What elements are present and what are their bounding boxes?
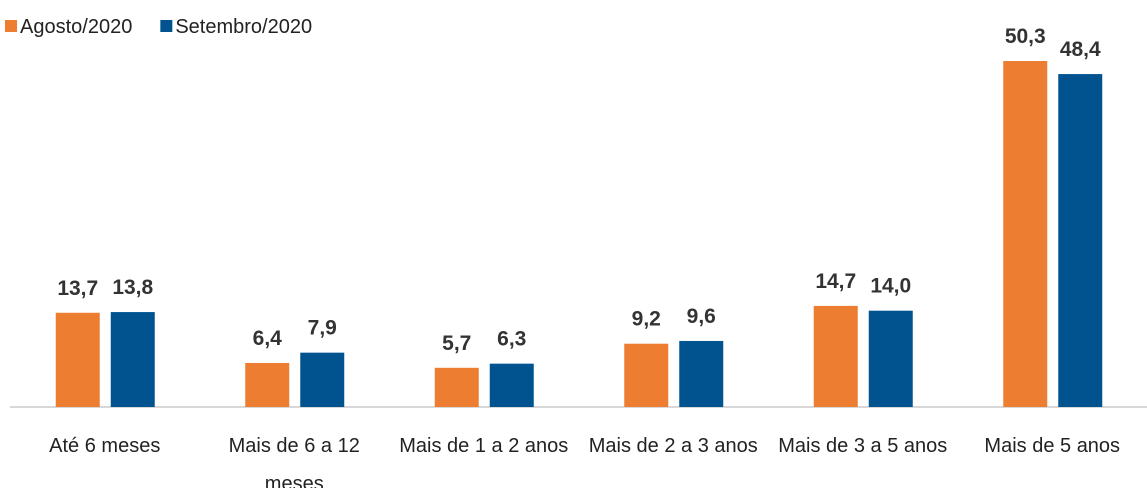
data-label: 5,7 xyxy=(442,332,471,355)
x-tick-label: Mais de 2 a 3 anos xyxy=(588,435,758,457)
bar xyxy=(434,367,479,407)
data-label: 13,7 xyxy=(57,277,98,300)
bar xyxy=(1058,74,1103,407)
data-label: 14,0 xyxy=(870,275,911,298)
legend-label: Agosto/2020 xyxy=(20,16,132,38)
data-label: 50,3 xyxy=(1005,25,1046,48)
bar xyxy=(110,312,155,407)
bar xyxy=(489,363,534,407)
data-label: 9,2 xyxy=(632,308,661,331)
x-tick-label: Mais de 5 anos xyxy=(984,435,1121,457)
legend-swatch xyxy=(160,20,173,32)
x-tick-label: Mais de 1 a 2 anos xyxy=(399,435,569,457)
data-label: 13,8 xyxy=(112,276,153,299)
bar xyxy=(679,340,724,407)
bar xyxy=(624,343,669,407)
data-label: 7,9 xyxy=(308,317,337,340)
legend-label: Setembro/2020 xyxy=(175,16,312,38)
bar xyxy=(1003,61,1048,407)
data-label: 48,4 xyxy=(1060,38,1101,61)
data-label: 6,4 xyxy=(253,327,283,350)
legend-swatch xyxy=(5,20,17,32)
data-label: 6,3 xyxy=(497,328,526,351)
bar xyxy=(55,312,100,407)
x-tick-label: Até 6 meses xyxy=(49,435,161,457)
data-label: 14,7 xyxy=(815,270,856,293)
x-tick-label: Mais de 3 a 5 anos xyxy=(778,435,948,457)
x-tick-label: Mais de 6 a 12 meses xyxy=(228,435,360,488)
bar xyxy=(813,305,858,407)
bar xyxy=(300,352,345,407)
bar xyxy=(245,362,290,407)
data-label: 9,6 xyxy=(687,305,716,328)
bar xyxy=(868,310,913,407)
